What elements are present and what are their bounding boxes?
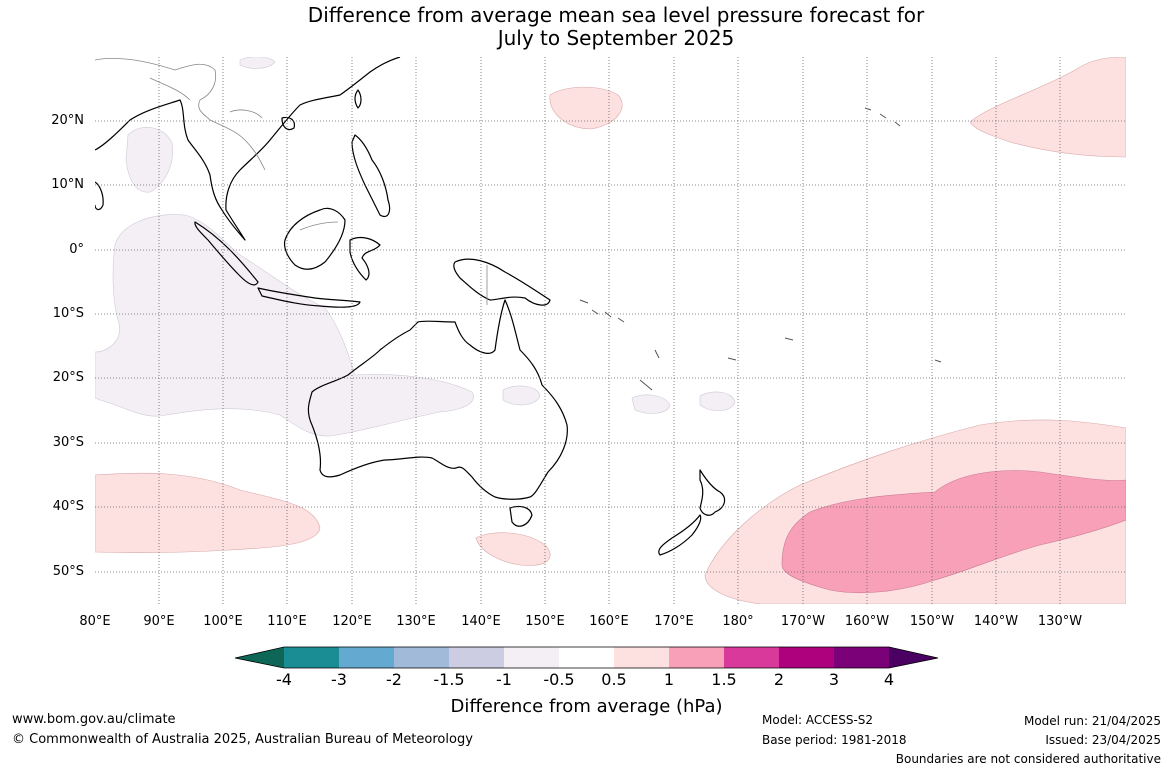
pacific-islands — [579, 107, 942, 391]
lat-label-0: 0° — [69, 242, 84, 257]
region-slightly-below-fiji — [699, 391, 736, 411]
colorbar-tick-8: 1.5 — [711, 670, 737, 689]
colorbar-swatch-8 — [669, 647, 724, 668]
philippines-coastline — [351, 134, 391, 218]
lon-label-130e: 130°E — [396, 614, 436, 629]
colorbar-outline — [234, 646, 939, 669]
region-slightly-below-queensland — [502, 385, 541, 406]
lon-label-160w: 160°W — [844, 614, 890, 629]
hainan-coastline — [281, 116, 295, 131]
taiwan-coastline — [354, 89, 362, 109]
borneo-coastline — [283, 207, 346, 270]
lon-label-130w: 130°W — [1037, 614, 1083, 629]
title-line-2: July to September 2025 — [497, 26, 735, 50]
sri-lanka-coastline — [95, 181, 104, 211]
region-slightly-below-coral-sea — [631, 394, 671, 414]
anomaly-regions — [95, 57, 1126, 604]
footer-disclaimer: Boundaries are not considered authoritat… — [895, 752, 1161, 766]
footer-url[interactable]: www.bom.gov.au/climate — [12, 712, 176, 727]
region-slightly-below-north — [239, 57, 276, 69]
region-above-south-pacific — [781, 470, 1126, 594]
lon-label-180: 180° — [722, 614, 754, 629]
title-line-1: Difference from average mean sea level p… — [307, 3, 925, 27]
lon-label-120e: 120°E — [332, 614, 372, 629]
lon-label-170e: 170°E — [654, 614, 694, 629]
colorbar-swatch-9 — [724, 647, 779, 668]
new-zealand-north-coastline — [699, 469, 726, 516]
colorbar-swatch-6 — [559, 647, 614, 668]
colorbar-tick-0: -4 — [276, 670, 292, 689]
sumatra-coastline — [194, 221, 259, 286]
lon-label-90e: 90°E — [143, 614, 175, 629]
map-title: Difference from average mean sea level p… — [0, 4, 1173, 50]
lon-label-170w: 170°W — [780, 614, 826, 629]
colorbar-swatch-4 — [449, 647, 504, 668]
colorbar-swatch-0 — [235, 647, 284, 668]
colorbar-tick-1: -3 — [331, 670, 347, 689]
colorbar-swatch-11 — [834, 647, 889, 668]
colorbar-swatch-3 — [394, 647, 449, 668]
colorbar-tick-11: 4 — [883, 670, 895, 689]
colorbar-swatch-2 — [339, 647, 394, 668]
footer-copyright: © Commonwealth of Australia 2025, Austra… — [12, 732, 473, 747]
lat-label-10n: 10°N — [51, 177, 84, 192]
lon-label-150e: 150°E — [525, 614, 565, 629]
colorbar-tick-5: -0.5 — [543, 670, 575, 689]
lat-label-20s: 20°S — [52, 370, 84, 385]
colorbar-tick-10: 3 — [828, 670, 840, 689]
footer-model: Model: ACCESS-S2 — [762, 713, 874, 727]
gridlines — [95, 57, 1126, 604]
java-coastline — [257, 287, 361, 308]
new-guinea-coastline — [453, 258, 551, 306]
coastlines — [95, 57, 726, 556]
region-slightly-below-philippine-sea — [125, 127, 173, 193]
lon-label-140w: 140°W — [973, 614, 1019, 629]
colorbar-swatch-5 — [504, 647, 559, 668]
lon-label-80e: 80°E — [79, 614, 111, 629]
sulawesi-coastline — [349, 236, 381, 281]
forecast-map — [95, 57, 1126, 604]
footer-base-period: Base period: 1981-2018 — [762, 733, 907, 747]
lon-label-100e: 100°E — [203, 614, 243, 629]
colorbar-label: Difference from average (hPa) — [450, 696, 723, 717]
country-borders — [95, 57, 488, 305]
lat-label-20n: 20°N — [51, 113, 84, 128]
colorbar-tick-2: -2 — [386, 670, 402, 689]
colorbar-swatch-10 — [779, 647, 834, 668]
region-slightly-above-north-pacific — [549, 86, 623, 130]
colorbar-swatch-7 — [614, 647, 669, 668]
colorbar-swatch-12 — [889, 647, 938, 668]
colorbar-tick-9: 2 — [773, 670, 785, 689]
lon-label-110e: 110°E — [267, 614, 307, 629]
region-slightly-above-east-pacific — [969, 57, 1126, 158]
colorbar-tick-3: -1.5 — [433, 670, 465, 689]
lat-label-10s: 10°S — [52, 306, 84, 321]
colorbar-swatch-1 — [284, 647, 339, 668]
region-slightly-above-tasmania — [475, 532, 551, 566]
lat-label-50s: 50°S — [52, 564, 84, 579]
colorbar-tick-7: 1 — [663, 670, 675, 689]
region-slightly-below-indian-ocean — [95, 214, 474, 437]
colorbar-tick-4: -1 — [496, 670, 512, 689]
footer-model-run: Model run: 21/04/2025 — [1023, 714, 1161, 728]
footer-issued: Issued: 23/04/2025 — [1045, 733, 1161, 747]
colorbar-tick-6: 0.5 — [601, 670, 627, 689]
lon-label-150w: 150°W — [909, 614, 955, 629]
lon-label-160e: 160°E — [589, 614, 629, 629]
region-slightly-above-southwest — [95, 472, 321, 553]
lon-label-140e: 140°E — [461, 614, 501, 629]
lat-label-30s: 30°S — [52, 435, 84, 450]
tasmania-coastline — [509, 505, 533, 527]
mainland-asia-coastline — [95, 57, 401, 241]
lat-label-40s: 40°S — [52, 499, 84, 514]
new-zealand-south-coastline — [658, 514, 702, 556]
